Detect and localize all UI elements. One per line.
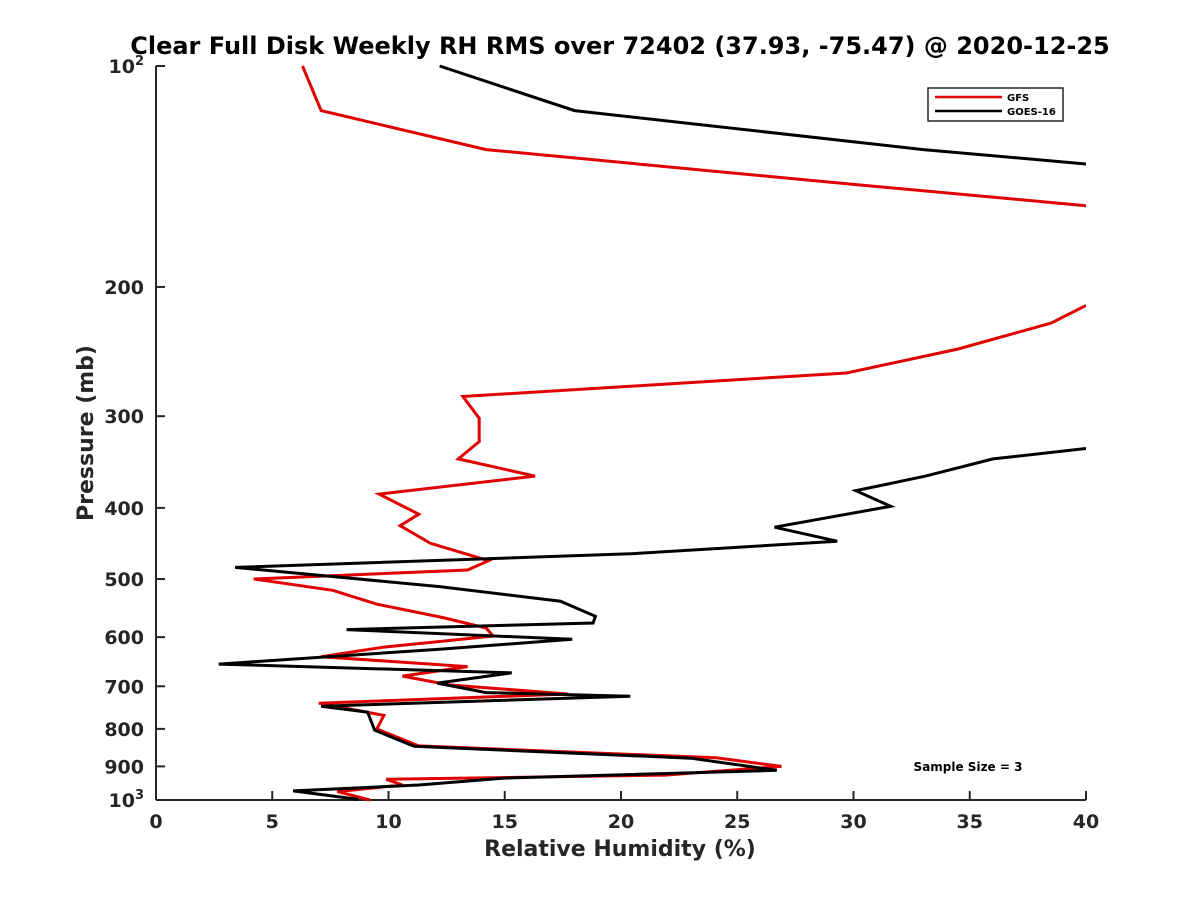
- y-tick-label: 700: [104, 676, 144, 698]
- x-tick-label: 5: [266, 811, 279, 833]
- legend: GFS GOES-16: [927, 87, 1064, 122]
- x-ticks: 0 5 10 15 20 25 30 35 40: [149, 791, 1099, 833]
- legend-label-gfs: GFS: [1007, 93, 1029, 104]
- x-tick-label: 10: [375, 811, 401, 833]
- series-line-goes-16: [218, 447, 1086, 801]
- x-tick-label: 40: [1073, 811, 1099, 833]
- x-tick-label: 25: [724, 811, 750, 833]
- series-line-goes-16: [439, 64, 1086, 166]
- y-ticks: 102 200 300 400 500 600 700 800 900 103: [104, 54, 165, 812]
- y-axis-label: Pressure (mb): [74, 345, 99, 521]
- y-tick-label: 400: [104, 498, 144, 520]
- y-tick-label: 800: [104, 719, 144, 741]
- series-lines: [218, 64, 1086, 802]
- sample-size-annotation: Sample Size = 3: [914, 760, 1023, 774]
- x-tick-label: 30: [840, 811, 866, 833]
- x-tick-label: 35: [957, 811, 983, 833]
- x-tick-label: 0: [149, 811, 162, 833]
- y-tick-label: 103: [109, 788, 145, 812]
- y-tick-label: 900: [104, 756, 144, 778]
- x-tick-label: 15: [492, 811, 518, 833]
- legend-box: [927, 87, 1064, 122]
- y-tick-label: 300: [104, 406, 144, 428]
- x-tick-label: 20: [608, 811, 634, 833]
- series-line-gfs: [301, 65, 1086, 208]
- y-tick-label: 600: [104, 627, 144, 649]
- chart-title: Clear Full Disk Weekly RH RMS over 72402…: [130, 32, 1110, 60]
- y-tick-label: 500: [104, 569, 144, 591]
- legend-label-goes16: GOES-16: [1007, 107, 1056, 118]
- x-axis-label: Relative Humidity (%): [484, 837, 756, 862]
- y-tick-label: 200: [104, 277, 144, 299]
- y-tick-label: 102: [109, 54, 145, 78]
